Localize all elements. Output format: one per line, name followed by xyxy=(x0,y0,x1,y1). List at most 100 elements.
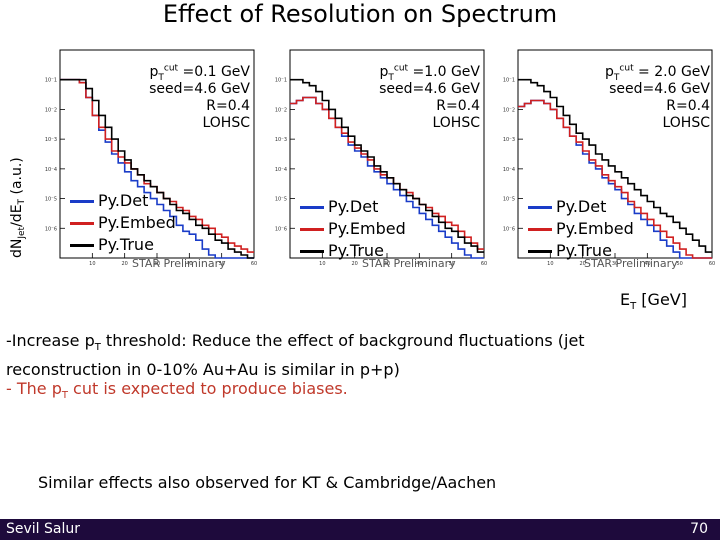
x-tick-label: 50 xyxy=(676,261,682,267)
chart-panel-3: 10⁻1 10⁻2 10⁻3 10⁻4 10⁻5 10⁻6 10 20 30 40 50 60 pTc… xyxy=(484,46,716,270)
y-tick-label: 10⁻4 xyxy=(45,167,57,173)
x-axis-unit-prefix: E xyxy=(620,290,631,309)
slide-title: Effect of Resolution on Spectrum xyxy=(162,0,558,28)
legend-swatch-det xyxy=(300,205,324,209)
bullet-3: Similar effects also observed for KT & C… xyxy=(38,473,497,492)
legend-swatch-embed xyxy=(528,227,552,231)
panel-2-algorithm: LOHSC xyxy=(432,115,480,131)
chart-panel-1: 10⁻1 10⁻2 10⁻3 10⁻4 10⁻5 10⁻6 10 20 30 40 50 60 pTc… xyxy=(26,46,258,270)
panel-1-seed: seed=4.6 GeV xyxy=(149,81,250,97)
x-axis-unit-label: ET [GeV] xyxy=(620,290,687,312)
legend-item-true: Py.True xyxy=(528,240,634,262)
bullet-1-part-a: -Increase p xyxy=(6,331,95,350)
panel-2-radius: R=0.4 xyxy=(436,98,480,114)
legend-swatch-true xyxy=(300,249,324,253)
panel-2-preliminary: STAR Preliminary xyxy=(362,257,456,270)
bullet-1-line-1: -Increase pT threshold: Reduce the effec… xyxy=(6,330,706,359)
panel-3-cut-value: = 2.0 GeV xyxy=(633,64,710,80)
y-tick-label: 10⁻5 xyxy=(45,197,57,203)
legend-label-embed: Py.Embed xyxy=(328,219,406,238)
y-tick-label: 10⁻2 xyxy=(45,107,57,113)
panel-3-preliminary: STAR Preliminary xyxy=(584,257,678,270)
panel-2-cut-value: =1.0 GeV xyxy=(408,64,481,80)
panel-1-preliminary: STAR Preliminary xyxy=(132,257,226,270)
legend-swatch-true xyxy=(528,249,552,253)
y-tick-label: 10⁻3 xyxy=(45,137,57,143)
panel-2-pt-label: p xyxy=(379,64,389,80)
legend-item-embed: Py.Embed xyxy=(528,218,634,240)
y-tick-label: 10⁻5 xyxy=(503,197,515,203)
y-tick-label: 10⁻3 xyxy=(503,137,515,143)
legend-item-embed: Py.Embed xyxy=(70,212,176,234)
x-tick-label: 40 xyxy=(186,261,192,267)
panel-1-cut-label: pTcut =0.1 GeV xyxy=(149,64,251,83)
panel-3-algorithm: LOHSC xyxy=(662,115,710,131)
y-tick-label: 10⁻6 xyxy=(45,226,57,232)
y-tick-label: 10⁻5 xyxy=(275,197,287,203)
legend-label-det: Py.Det xyxy=(98,191,149,210)
x-tick-label: 10 xyxy=(319,261,325,267)
chart-panel-3-svg: 10⁻1 10⁻2 10⁻3 10⁻4 10⁻5 10⁻6 10 20 30 40 50 60 xyxy=(503,49,715,267)
x-tick-label: 10 xyxy=(547,261,553,267)
x-tick-label: 30 xyxy=(154,261,160,267)
y-tick-label: 10⁻1 xyxy=(45,78,57,84)
legend-swatch-embed xyxy=(300,227,324,231)
panel-3-legend: Py.Det Py.Embed Py.True xyxy=(528,196,634,262)
panel-3-seed: seed=4.6 GeV xyxy=(609,81,710,97)
legend-label-true: Py.True xyxy=(556,241,612,260)
y-axis-label-sub: Jet xyxy=(17,226,27,239)
legend-item-det: Py.Det xyxy=(300,196,406,218)
panel-2-annotation: pTcut =1.0 GeV seed=4.6 GeV R=0.4 LOHSC xyxy=(379,64,480,132)
panel-3-pt-label: p xyxy=(605,64,614,80)
panel-2-pt-sup: cut xyxy=(393,63,409,74)
page-number: 70 xyxy=(690,521,708,537)
panel-1-legend: Py.Det Py.Embed Py.True xyxy=(70,190,176,256)
series-line-true xyxy=(290,78,484,253)
series-group xyxy=(60,78,254,259)
x-tick-label: 60 xyxy=(481,261,487,267)
x-axis-unit-suffix: [GeV] xyxy=(636,290,687,309)
y-tick-label: 10⁻3 xyxy=(275,137,287,143)
panel-3-annotation: pTcut = 2.0 GeV seed=4.6 GeV R=0.4 LOHSC xyxy=(605,64,710,132)
legend-item-det: Py.Det xyxy=(70,190,176,212)
legend-label-det: Py.Det xyxy=(556,197,607,216)
y-tick-label: 10⁻6 xyxy=(503,226,515,232)
legend-label-det: Py.Det xyxy=(328,197,379,216)
series-group xyxy=(518,78,712,259)
panel-2-legend: Py.Det Py.Embed Py.True xyxy=(300,196,406,262)
legend-swatch-embed xyxy=(70,221,94,225)
y-axis-label-main: dN xyxy=(9,239,25,258)
legend-swatch-det xyxy=(70,199,94,203)
panel-1-radius: R=0.4 xyxy=(206,98,250,114)
panel-2-pt-sub: T xyxy=(388,72,394,83)
x-tick-label: 40 xyxy=(416,261,422,267)
legend-label-true: Py.True xyxy=(328,241,384,260)
bullet-2-sub: T xyxy=(61,390,68,402)
x-tick-label: 20 xyxy=(579,261,585,267)
y-tick-label: 10⁻2 xyxy=(503,107,515,113)
bullet-1: -Increase pT threshold: Reduce the effec… xyxy=(6,330,706,381)
legend-label-embed: Py.Embed xyxy=(556,219,634,238)
panel-3-cut-label: pTcut = 2.0 GeV xyxy=(605,63,710,82)
bullet-1-line-2: reconstruction in 0-10% Au+Au is similar… xyxy=(6,360,400,380)
y-axis-label: dNJet/dET (a.u.) xyxy=(3,88,29,258)
bullet-2: - The pT cut is expected to produce bias… xyxy=(6,378,348,407)
x-tick-label: 40 xyxy=(644,261,650,267)
y-tick-label: 10⁻6 xyxy=(275,226,287,232)
legend-item-true: Py.True xyxy=(70,234,176,256)
y-tick-label: 10⁻1 xyxy=(503,78,515,84)
series-line-true xyxy=(518,78,712,253)
series-group xyxy=(290,78,484,259)
bullet-1-sub: T xyxy=(94,342,101,354)
x-tick-label: 30 xyxy=(384,261,390,267)
footer-author: Sevil Salur xyxy=(6,521,80,537)
bullet-2-part-a: - The p xyxy=(6,379,62,398)
chart-panel-2: 10⁻1 10⁻2 10⁻3 10⁻4 10⁻5 10⁻6 10 20 30 40 50 60 pTc… xyxy=(256,46,488,270)
panel-3-pt-sup: cut xyxy=(619,63,634,74)
bullet-2-part-b: cut is expected to produce biases. xyxy=(67,379,348,398)
y-tick-label: 10⁻2 xyxy=(275,107,287,113)
panel-1-cut-value: =0.1 GeV xyxy=(178,64,251,80)
panel-1-pt-sub: T xyxy=(158,72,164,83)
panel-2-cut-label: pTcut =1.0 GeV xyxy=(379,63,481,83)
legend-label-embed: Py.Embed xyxy=(98,213,176,232)
